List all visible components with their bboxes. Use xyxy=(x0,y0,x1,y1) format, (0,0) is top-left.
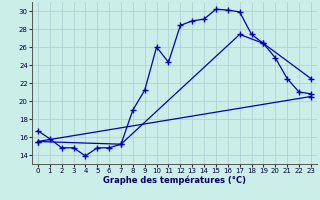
X-axis label: Graphe des températures (°C): Graphe des températures (°C) xyxy=(103,176,246,185)
